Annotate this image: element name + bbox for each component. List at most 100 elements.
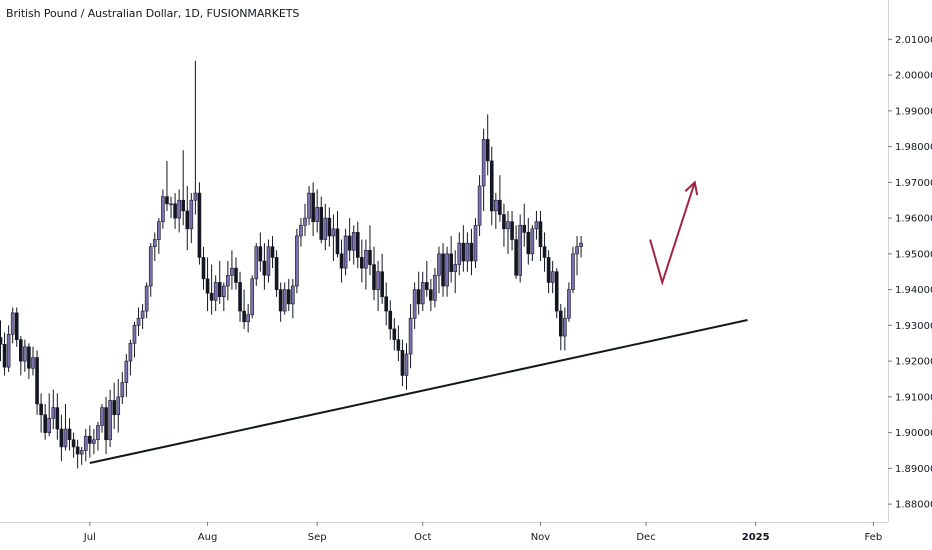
candle-body: [579, 242, 583, 247]
candle: [433, 268, 437, 308]
candle-body: [526, 232, 531, 255]
candle: [291, 278, 295, 319]
candle: [286, 278, 291, 312]
candle: [67, 418, 72, 451]
candle-body: [396, 339, 401, 351]
candle-body: [360, 257, 364, 269]
candle: [83, 429, 88, 462]
candle-body: [404, 353, 409, 376]
arrow-path[interactable]: [649, 182, 696, 286]
candle-body: [96, 425, 100, 441]
candle-body: [453, 264, 458, 273]
time-tick-label: Feb: [865, 532, 883, 543]
candle: [315, 189, 319, 233]
arrow-head: [684, 180, 699, 196]
candle-body: [514, 239, 518, 276]
candle: [339, 239, 344, 283]
candle: [132, 321, 137, 358]
candle-body: [571, 253, 575, 290]
candle-body: [534, 221, 539, 230]
candle: [579, 235, 583, 258]
candle: [530, 225, 535, 261]
candle-body: [59, 428, 64, 448]
candle: [319, 196, 324, 244]
candle-body: [165, 196, 169, 205]
candle: [355, 221, 360, 269]
candle-body: [278, 289, 283, 312]
candle: [473, 218, 478, 269]
candle-body: [136, 317, 141, 326]
candle: [453, 250, 458, 294]
candle: [112, 382, 116, 430]
candle-body: [148, 246, 153, 287]
candle-body: [266, 246, 271, 276]
candle-body: [408, 317, 413, 355]
candle: [311, 182, 315, 236]
candle-body: [157, 221, 161, 240]
candle: [364, 239, 368, 290]
price-tick-label: 1.88000: [895, 500, 932, 511]
candle: [92, 429, 96, 455]
candle-body: [31, 357, 35, 369]
candle-body: [339, 253, 344, 269]
candle-body: [209, 292, 214, 301]
candle: [124, 353, 129, 397]
candle-body: [282, 289, 287, 312]
candle-body: [262, 260, 267, 276]
candle: [331, 214, 336, 261]
candle: [429, 278, 433, 312]
candle-body: [465, 242, 470, 262]
candle: [258, 232, 263, 272]
candle-body: [173, 203, 177, 219]
candle: [96, 421, 100, 451]
candle-body: [10, 312, 15, 335]
candle-body: [299, 224, 303, 237]
candle-body: [343, 235, 348, 269]
candle: [567, 282, 571, 322]
candle-body: [416, 289, 421, 305]
candle-body: [128, 342, 133, 362]
candle: [522, 203, 527, 247]
candle-body: [27, 346, 31, 369]
candle-body: [55, 407, 60, 430]
candle: [185, 185, 190, 251]
candle-body: [291, 285, 295, 305]
candle: [323, 203, 328, 251]
candle: [550, 261, 555, 294]
candle-body: [303, 217, 307, 226]
candle-body: [181, 199, 185, 212]
candle: [144, 282, 149, 319]
candle-body: [364, 249, 368, 269]
price-tick-label: 2.01000: [895, 35, 932, 46]
candle: [88, 425, 92, 458]
price-tick-label: 2.00000: [895, 71, 932, 82]
candle: [148, 243, 153, 297]
candle-body: [177, 199, 181, 219]
candle: [51, 389, 56, 430]
candle: [282, 282, 287, 315]
trendline[interactable]: [89, 319, 748, 464]
candle: [542, 232, 547, 272]
candle-body: [258, 246, 263, 262]
candle-body: [250, 278, 255, 315]
candle: [238, 271, 242, 322]
candle-body: [75, 446, 80, 455]
candle-body: [189, 199, 194, 230]
candle-body: [563, 317, 567, 337]
candle-body: [92, 439, 96, 444]
price-tick-label: 1.90000: [895, 428, 932, 439]
candle-body: [35, 357, 39, 405]
candle: [169, 196, 173, 219]
candle-body: [567, 289, 571, 319]
candle-body: [213, 282, 218, 301]
candle: [246, 303, 250, 333]
price-tick-label: 1.96000: [895, 214, 932, 225]
candle: [157, 218, 161, 254]
candle-body: [79, 450, 84, 455]
chart-title: British Pound / Australian Dollar, 1D, F…: [6, 7, 300, 20]
candle: [571, 246, 575, 294]
candle: [213, 275, 218, 312]
candle: [299, 218, 303, 247]
candle: [481, 128, 486, 211]
